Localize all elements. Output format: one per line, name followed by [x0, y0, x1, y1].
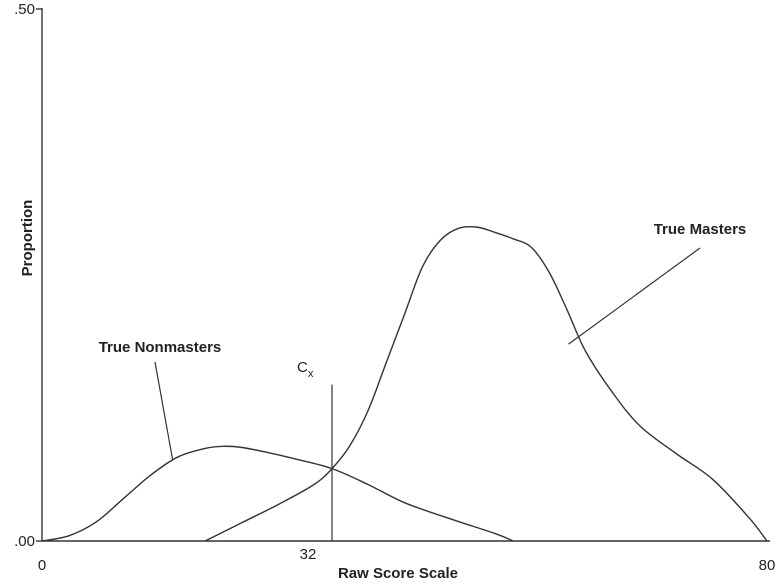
x-tick-label-0: 0 [38, 557, 46, 574]
leader-line-true-masters [568, 247, 701, 345]
y-tick-label-bottom: .00 [14, 533, 35, 550]
y-tick-label-top: .50 [14, 1, 35, 18]
series-label-true-nonmasters: True Nonmasters [99, 339, 222, 356]
x-axis-label: Raw Score Scale [338, 565, 458, 582]
x-tick-label-32: 32 [300, 546, 317, 563]
series-line-true-masters [204, 225, 768, 542]
y-axis-label: Proportion [19, 200, 36, 277]
x-tick-label-80: 80 [759, 557, 776, 574]
cutoff-label-sub: x [308, 368, 314, 380]
series-label-true-masters: True Masters [654, 221, 747, 238]
cutoff-label: Cx [297, 359, 314, 380]
cutoff-label-main: C [297, 359, 308, 376]
leader-line-true-nonmasters [154, 361, 174, 460]
series-line-true-nonmasters [41, 445, 514, 542]
